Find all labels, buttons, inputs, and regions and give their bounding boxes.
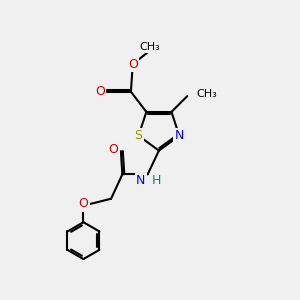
Text: O: O [109, 143, 118, 156]
Text: CH₃: CH₃ [140, 42, 160, 52]
Text: N: N [136, 174, 146, 187]
Text: S: S [135, 129, 142, 142]
Text: H: H [152, 174, 161, 187]
Text: O: O [128, 58, 138, 70]
Text: N: N [175, 129, 184, 142]
Text: O: O [79, 197, 88, 210]
Text: O: O [95, 85, 105, 98]
Text: CH₃: CH₃ [196, 89, 217, 99]
